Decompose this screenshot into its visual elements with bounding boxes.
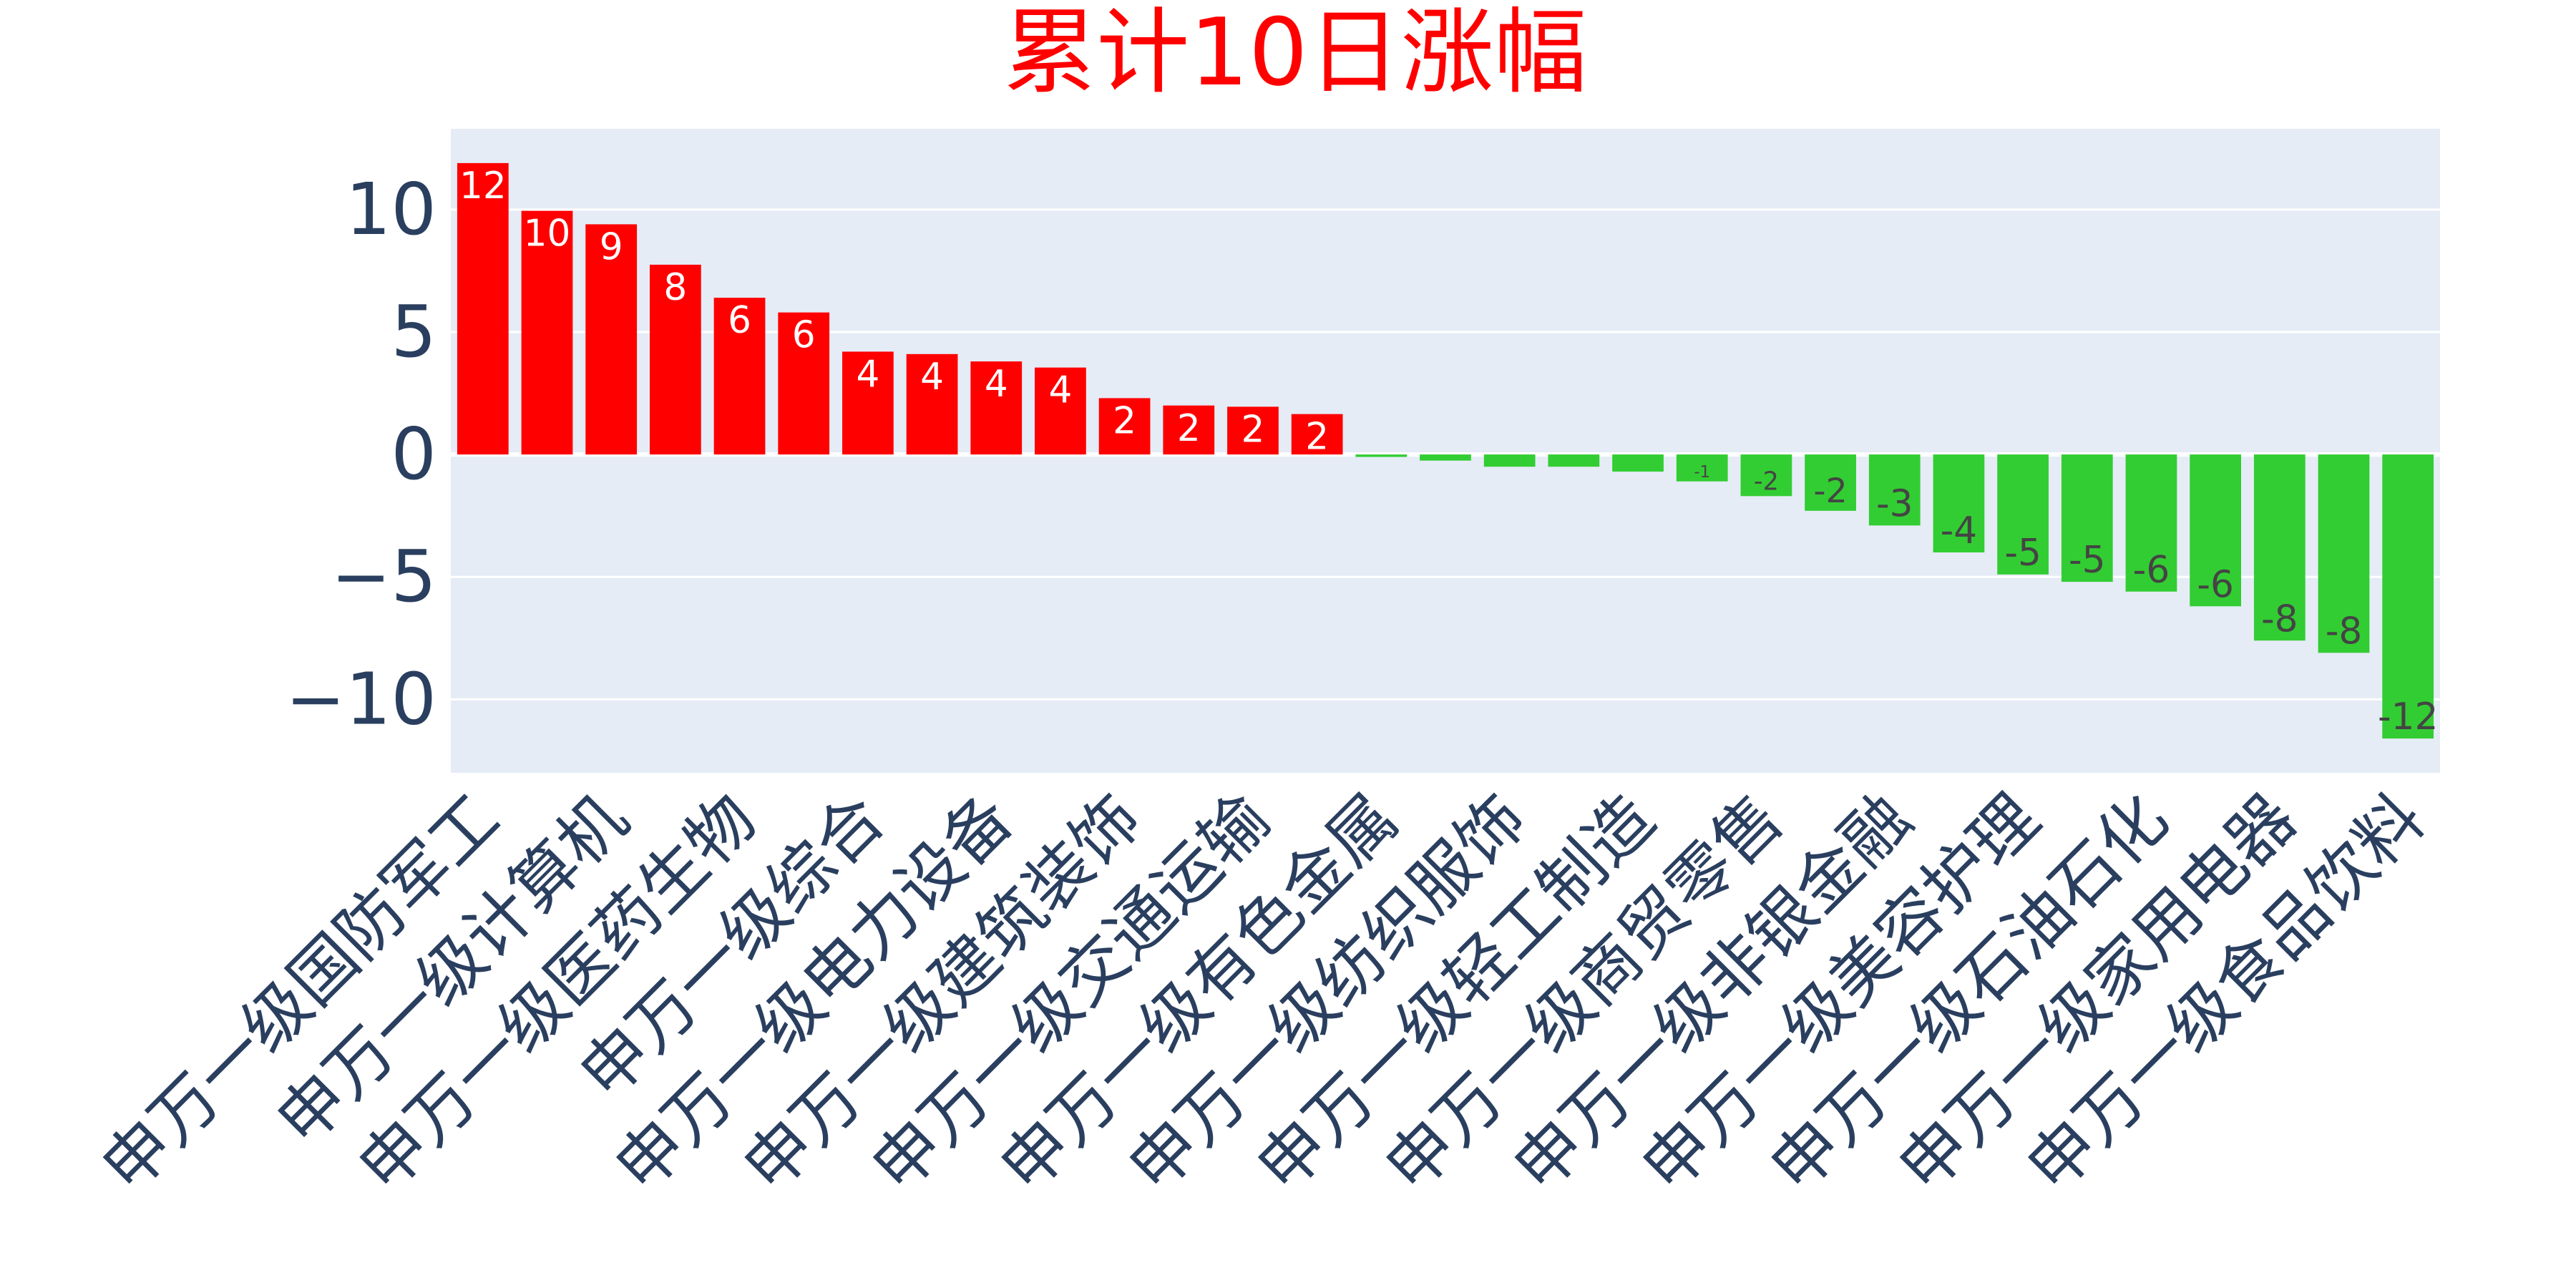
y-tick-label: 10 (346, 167, 436, 251)
bar (2318, 454, 2370, 653)
y-axis-ticks: 10 5 0 −5 −10 (286, 167, 436, 741)
bar-data-label: 4 (920, 356, 944, 399)
bar-data-label: -6 (2197, 563, 2234, 606)
bar (778, 312, 830, 455)
x-axis-ticks: 申万一级国防军工申万一级计算机申万一级医药生物申万一级综合申万一级电力设备申万一… (87, 780, 2439, 1206)
y-tick-label: 5 (391, 290, 436, 374)
bar-data-label: -12 (2378, 696, 2438, 738)
y-tick-label: −5 (331, 535, 436, 618)
bar (585, 224, 638, 455)
bar (1868, 454, 1921, 526)
bar (970, 361, 1023, 455)
bar-data-label: 2 (1177, 407, 1201, 450)
bar (650, 264, 701, 455)
bar (2382, 454, 2434, 739)
bar (1676, 454, 1728, 482)
bar-data-label: -1 (1694, 463, 1710, 482)
bar (906, 353, 958, 455)
bar (1612, 454, 1664, 472)
bar-data-label: -5 (2004, 532, 2041, 575)
bar-data-label: -2 (1754, 467, 1779, 497)
bar-data-label: 4 (1048, 369, 1072, 412)
bar (521, 210, 573, 455)
bar-data-label: -8 (2261, 597, 2298, 640)
bar-data-label: 6 (728, 299, 751, 342)
bar (2190, 454, 2241, 607)
bar (1227, 406, 1279, 455)
y-tick-label: 0 (391, 412, 436, 496)
bar (2125, 454, 2177, 592)
bar (1035, 367, 1086, 455)
bars (457, 162, 2434, 739)
bar-data-label: 6 (792, 314, 816, 357)
bar (842, 351, 894, 455)
bar-data-label: 2 (1305, 416, 1329, 459)
bar-data-label: -5 (2069, 539, 2106, 582)
bar-data-label: -3 (1876, 482, 1913, 525)
bar (1098, 398, 1151, 455)
bar-data-label: 2 (1113, 399, 1136, 442)
y-tick-label: −10 (286, 657, 436, 741)
bar (1740, 454, 1792, 497)
bar-data-label: 2 (1241, 408, 1265, 451)
bar-data-label: -8 (2326, 610, 2363, 653)
bar-data-label: 4 (985, 363, 1008, 406)
bar (1805, 454, 1856, 511)
bar-data-label: 4 (856, 353, 879, 396)
bar (1483, 454, 1536, 467)
bar (2061, 454, 2113, 582)
bar (1163, 405, 1215, 455)
bar (1355, 454, 1407, 457)
bar (1997, 454, 2049, 575)
bar-data-label: 10 (524, 213, 571, 255)
bar-data-label: -4 (1941, 509, 1978, 552)
chart-title: 累计10日涨幅 (1003, 0, 1586, 107)
bar (1933, 454, 1985, 553)
bar-data-label: 8 (663, 266, 687, 309)
bar (713, 298, 766, 455)
bar (1420, 454, 1471, 461)
bar (1548, 454, 1600, 467)
bar (2253, 454, 2306, 641)
bar (457, 162, 509, 455)
bar-data-label: 12 (459, 165, 507, 208)
bar-data-label: -2 (1813, 472, 1847, 511)
bar (1291, 414, 1343, 455)
bar-data-label: -6 (2133, 549, 2170, 592)
bar-data-label: 9 (600, 226, 623, 269)
